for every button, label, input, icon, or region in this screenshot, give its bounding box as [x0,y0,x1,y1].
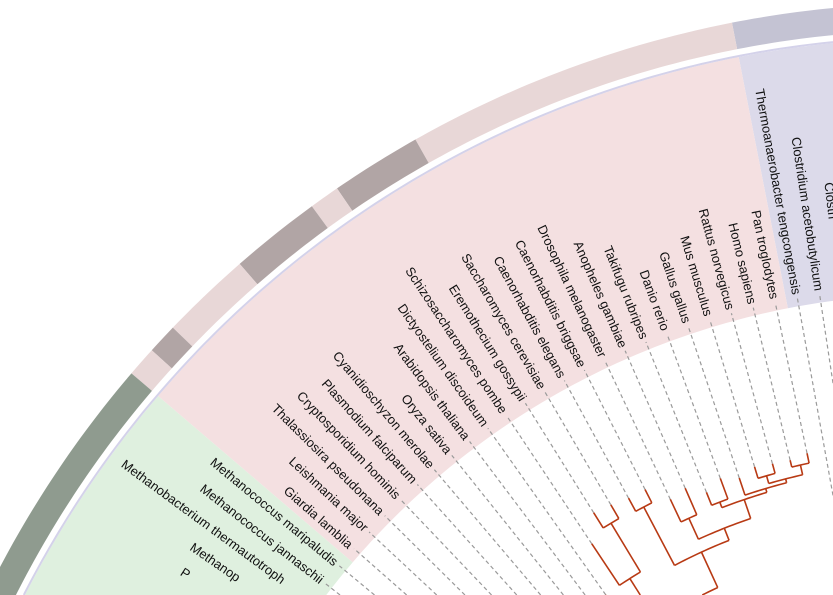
internal-branch [629,578,641,595]
leaf-branch [738,477,746,496]
clade-background [738,43,833,309]
leaf-guide-line [624,350,686,489]
tree-branches [591,453,810,595]
outer-ring-segment [415,22,738,164]
leaf-branch [644,489,653,504]
leaf-branch [719,478,729,500]
leaf-guide-line [819,294,833,384]
leaf-guide-line [338,565,375,595]
leaf-guide-line [544,391,612,506]
leaf-branch [753,466,759,479]
leaf-guide-lines [324,294,833,595]
leaf-guide-line [433,469,542,595]
internal-branch [643,506,676,566]
leaf-branch [806,453,810,464]
leaf-guide-line [487,427,607,595]
internal-branch [743,499,752,519]
outer-ring-segment [239,206,328,285]
leaf-guide-line [645,341,707,493]
outer-ring [0,7,833,595]
leaf-guide-line [666,333,721,479]
outer-ring-segment [731,7,833,50]
leaf-branch [669,498,682,523]
leaf-branch [610,504,620,519]
internal-branch [688,517,700,540]
leaf-guide-line [604,359,671,500]
leaf-guide-line [400,499,493,595]
leaf-guide-line [353,548,408,595]
branch-arc [602,517,620,529]
branch-arc [791,462,810,468]
leaf-branch [789,460,793,468]
branch-arc [768,474,803,485]
outer-ring-segment [131,350,172,391]
internal-branch [765,475,770,484]
branch-arc [744,481,787,496]
leaf-guide-line [730,313,774,464]
internal-branch [719,501,723,508]
internal-branch [799,464,804,475]
leaf-branch [705,491,713,506]
leaf-guide-line [752,307,791,461]
branch-arc [757,472,776,480]
leaf-guide-line [796,298,833,496]
leaf-guide-line [774,302,808,454]
leaf-guide-line [416,484,518,595]
clade-backgrounds [22,41,833,595]
leaf-guide-line [709,319,756,468]
leaf-branch [771,463,776,474]
outer-ring-segment [172,263,258,347]
leaf-branch [591,543,621,586]
leaf-guide-line [687,326,740,479]
internal-branch [723,527,730,541]
leaf-guide-line [451,454,564,595]
leaf-guide-line [524,402,595,514]
branch-arc [680,514,698,523]
branch-arc [618,571,641,587]
leaf-label: Clostri [821,181,833,219]
leaf-branch [627,497,637,512]
leaf-branch [684,487,698,516]
branch-arc [674,539,730,567]
internal-branch [700,551,719,588]
outer-ring-segment [336,139,429,211]
branch-arc [701,586,719,595]
leaf-guide-line [505,415,593,545]
leaf-guide-line [469,441,586,595]
branch-arc [698,517,751,540]
branch-arc [711,498,729,507]
clade-background [24,396,353,595]
leaf-guide-line [368,531,438,595]
leaf-guide-line [324,582,341,595]
outer-ring-segment [151,327,193,369]
leaf-branch [593,512,604,529]
branch-arc [721,491,768,509]
leaf-guide-line [583,369,646,490]
leaf-guide-line [563,380,630,499]
outer-ring-segment [0,373,152,595]
internal-branch [610,522,642,573]
clade-outline-arc [22,41,833,595]
clade-background [158,57,788,563]
outer-ring-segment [311,188,353,229]
leaf-guide-line [384,515,466,595]
branch-arc [635,502,653,513]
